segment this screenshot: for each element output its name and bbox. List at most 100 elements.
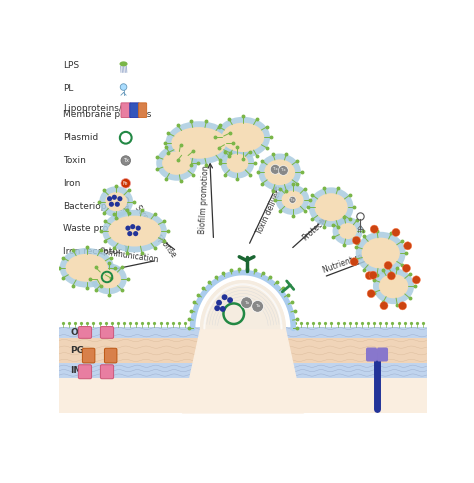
Circle shape [352,236,361,244]
FancyBboxPatch shape [138,103,146,117]
Ellipse shape [119,61,128,67]
Circle shape [402,264,410,272]
Text: Iron receptor: Iron receptor [63,247,121,256]
FancyBboxPatch shape [82,348,95,363]
Ellipse shape [156,145,197,181]
Ellipse shape [65,254,108,282]
Text: OM: OM [70,327,87,337]
Text: Bacteriophage: Bacteriophage [63,201,129,211]
Circle shape [252,300,264,312]
FancyBboxPatch shape [78,327,91,338]
Circle shape [125,226,130,231]
Text: Communication: Communication [99,247,160,264]
Circle shape [278,166,288,175]
Text: Fe: Fe [123,181,128,186]
Ellipse shape [282,191,303,209]
FancyBboxPatch shape [366,347,377,361]
Circle shape [109,202,114,207]
FancyBboxPatch shape [100,365,114,379]
Text: Waste proteins: Waste proteins [63,225,130,233]
Circle shape [412,276,420,284]
Circle shape [214,305,220,311]
Circle shape [120,226,127,232]
Ellipse shape [91,263,127,294]
Ellipse shape [258,154,301,191]
Text: LPS: LPS [63,61,79,70]
Circle shape [126,226,132,232]
Circle shape [133,231,138,236]
Circle shape [120,84,127,90]
Ellipse shape [227,154,248,172]
Text: Tx: Tx [255,304,260,308]
FancyBboxPatch shape [100,327,114,338]
Ellipse shape [338,223,357,239]
Circle shape [227,297,233,303]
Circle shape [107,196,112,201]
Ellipse shape [102,210,167,252]
Ellipse shape [105,192,127,211]
FancyBboxPatch shape [104,348,117,363]
Text: Tx: Tx [290,198,295,202]
Circle shape [387,272,395,280]
Circle shape [121,156,130,165]
Text: Toxin: Toxin [63,156,86,165]
Circle shape [289,197,296,203]
FancyBboxPatch shape [377,347,388,361]
Circle shape [365,271,374,280]
Circle shape [369,271,377,279]
Text: Biofilm promotion: Biofilm promotion [198,165,210,234]
FancyBboxPatch shape [130,103,139,117]
Ellipse shape [165,121,232,165]
Circle shape [115,202,120,207]
Circle shape [220,306,226,312]
Text: IM: IM [70,366,82,375]
Circle shape [270,164,280,174]
Circle shape [136,226,141,231]
Polygon shape [182,281,303,413]
Circle shape [404,242,412,250]
Ellipse shape [333,217,363,245]
Text: Nutrient retrieval: Nutrient retrieval [322,244,388,275]
Text: Tx: Tx [244,301,249,305]
Ellipse shape [97,269,121,288]
Text: Tx: Tx [273,167,278,171]
Circle shape [380,302,388,310]
Bar [59,363,427,378]
Circle shape [121,179,130,188]
Ellipse shape [373,268,414,304]
Text: Membrane proteins: Membrane proteins [63,110,151,119]
FancyBboxPatch shape [78,365,91,379]
Ellipse shape [60,248,114,288]
Bar [59,378,427,413]
Ellipse shape [222,123,264,152]
Circle shape [112,195,117,200]
Text: Tx: Tx [123,158,128,163]
Circle shape [130,224,135,229]
Circle shape [350,258,358,266]
Ellipse shape [362,238,400,269]
Text: Toxin delivery: Toxin delivery [255,185,286,236]
Text: Iron: Iron [63,179,80,188]
Ellipse shape [162,151,191,175]
Circle shape [399,302,407,310]
Circle shape [392,228,400,237]
Text: Lipoproteins/: Lipoproteins/ [63,104,122,113]
Text: PL: PL [63,84,73,93]
Circle shape [216,300,222,306]
Circle shape [370,225,378,233]
Text: Stress Response: Stress Response [133,203,178,259]
Text: Protection: Protection [301,210,336,242]
Ellipse shape [275,185,310,215]
Circle shape [384,261,392,270]
Text: Plasmid: Plasmid [63,133,98,142]
Text: Tx: Tx [281,169,286,172]
Ellipse shape [264,159,295,185]
Circle shape [241,297,253,309]
Circle shape [117,196,122,201]
Ellipse shape [99,186,133,217]
Text: PG: PG [70,346,84,355]
FancyBboxPatch shape [121,103,130,117]
Circle shape [222,294,228,300]
Bar [59,327,427,338]
Ellipse shape [216,117,270,158]
